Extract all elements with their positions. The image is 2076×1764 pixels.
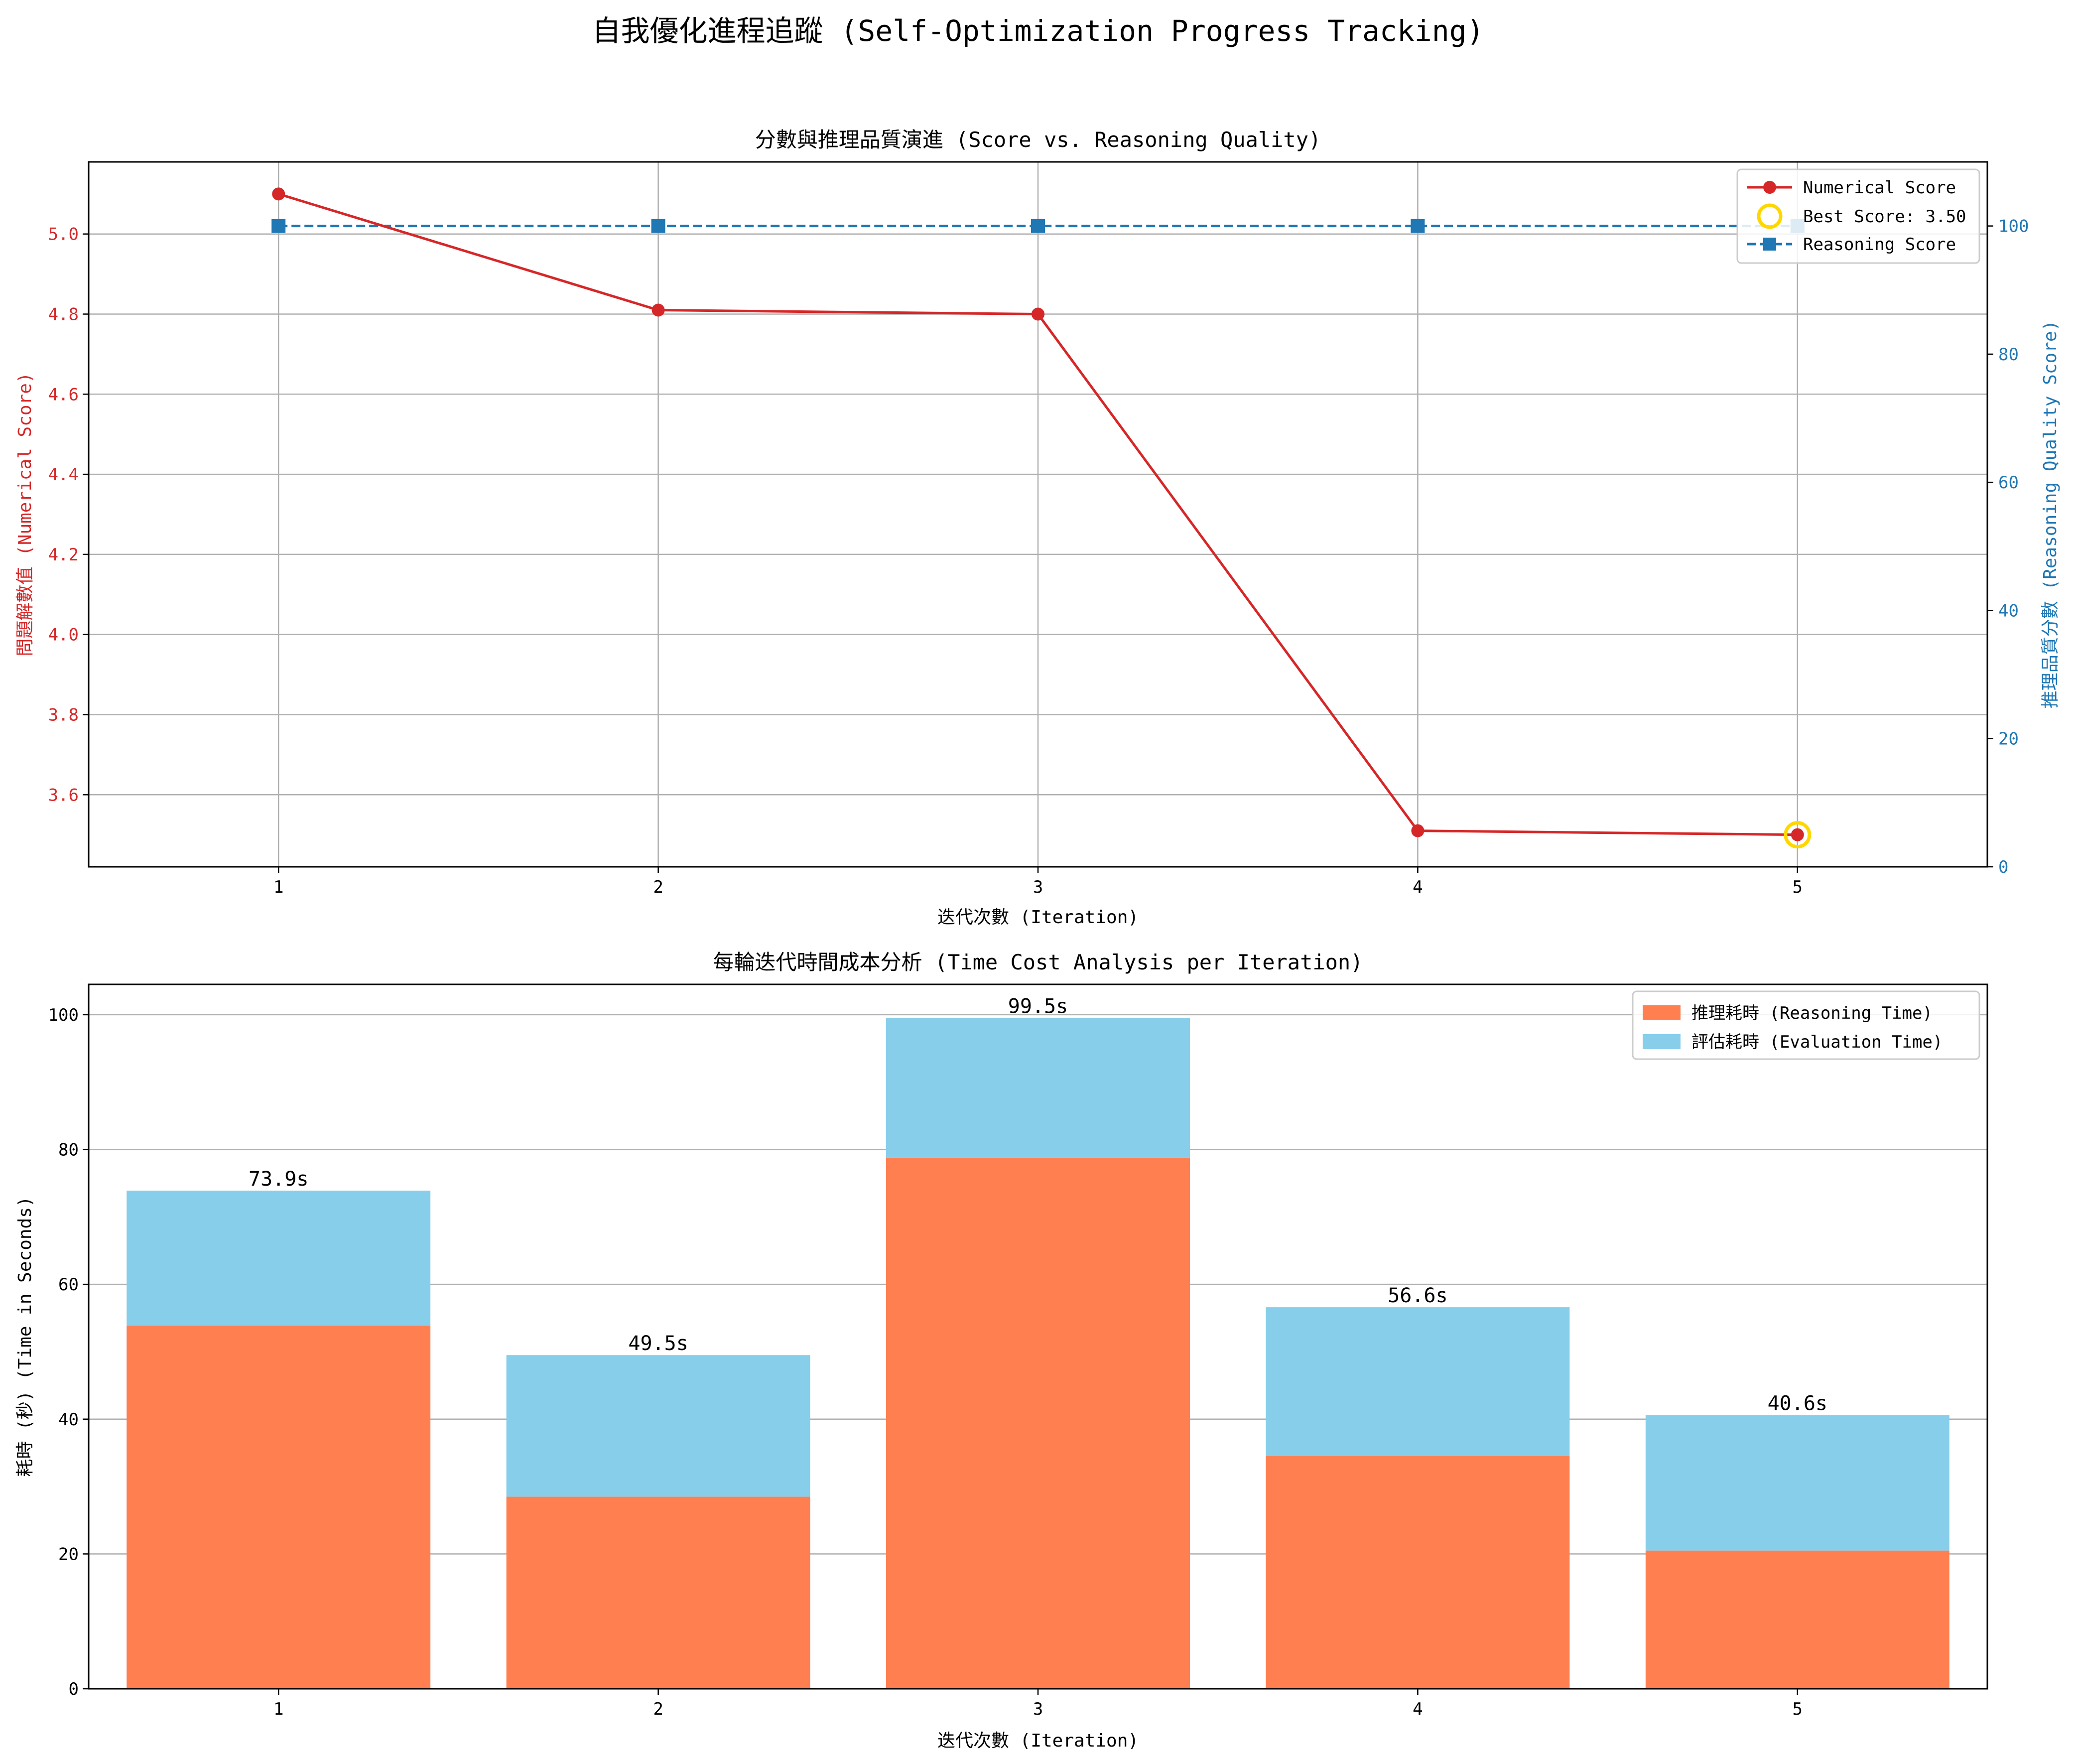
time-chart-xlabel: 迭代次數 (Iteration) <box>937 1731 1139 1751</box>
time-x-tick-label: 1 <box>273 1699 283 1719</box>
score-y-tick-label: 3.6 <box>48 785 79 805</box>
reasoning-time-bar <box>1645 1550 1949 1689</box>
time-chart-ylabel: 耗時 (秒) (Time in Seconds) <box>15 1196 35 1477</box>
time-y-tick-label: 80 <box>58 1140 79 1160</box>
legend-evaluation-time-label: 評估耗時 (Evaluation Time) <box>1691 1032 1943 1052</box>
reasoning-time-bar <box>506 1496 810 1689</box>
time-x-tick-label: 3 <box>1033 1699 1043 1719</box>
time-y-tick-label: 20 <box>58 1544 79 1564</box>
score-x-tick-label: 3 <box>1033 877 1043 897</box>
score-legend-box <box>1736 168 1980 264</box>
reasoning-y-tick-label: 80 <box>1998 345 2019 365</box>
time-x-tick-label: 4 <box>1413 1699 1423 1719</box>
score-chart-ylabel-left: 問題解數值 (Numerical Score) <box>15 372 35 656</box>
score-y-tick-label: 4.6 <box>48 385 79 405</box>
bar-total-label: 56.6s <box>1388 1284 1447 1307</box>
bar-total-label: 99.5s <box>1008 995 1068 1018</box>
legend-reasoning-time-swatch <box>1643 1005 1681 1020</box>
score-y-tick-label: 4.4 <box>48 465 79 485</box>
score-chart-legend: Numerical Score Best Score: 3.50 Reasoni… <box>1736 168 1980 264</box>
reasoning-y-tick-label: 40 <box>1998 601 2019 621</box>
reasoning-time-bar <box>1266 1455 1570 1689</box>
time-y-tick-label: 100 <box>48 1005 79 1025</box>
reasoning-score-marker <box>271 219 286 233</box>
evaluation-time-bar <box>886 1018 1190 1158</box>
numerical-score-marker <box>1032 307 1044 321</box>
legend-numerical-marker-icon <box>1763 181 1776 194</box>
time-chart-legend: 推理耗時 (Reasoning Time) 評估耗時 (Evaluation T… <box>1632 990 1980 1060</box>
numerical-score-marker <box>1791 828 1804 841</box>
evaluation-time-bar <box>127 1191 431 1326</box>
time-x-tick-label: 5 <box>1793 1699 1803 1719</box>
legend-numerical-label: Numerical Score <box>1803 178 1956 198</box>
reasoning-y-tick-label: 60 <box>1998 473 2019 493</box>
legend-best-label: Best Score: 3.50 <box>1803 207 1966 227</box>
reasoning-y-tick-label: 20 <box>1998 729 2019 749</box>
score-x-tick-label: 4 <box>1413 877 1423 897</box>
score-chart-frame <box>88 161 1988 868</box>
time-chart-title: 每輪迭代時間成本分析 (Time Cost Analysis per Itera… <box>713 950 1363 974</box>
score-chart-grid <box>89 162 1987 867</box>
legend-reasoning-marker-icon <box>1763 238 1776 251</box>
reasoning-y-tick-label: 0 <box>1998 857 2008 877</box>
score-y-tick-label: 4.0 <box>48 625 79 645</box>
numerical-score-marker <box>272 187 285 201</box>
reasoning-time-bar <box>886 1157 1190 1689</box>
reasoning-score-marker <box>651 219 665 233</box>
time-x-tick-label: 2 <box>653 1699 663 1719</box>
legend-reasoning-label: Reasoning Score <box>1803 235 1956 255</box>
score-chart-title: 分數與推理品質演進 (Score vs. Reasoning Quality) <box>755 128 1321 152</box>
reasoning-score-marker <box>1411 219 1425 233</box>
reasoning-time-bar <box>127 1325 431 1689</box>
score-chart-xlabel: 迭代次數 (Iteration) <box>937 907 1139 928</box>
time-cost-chart: 73.9s 49.5s 99.5s 56.6s 40.6s 0 20 40 60 80 100 1 2… <box>15 950 1988 1751</box>
score-y-tick-label: 3.8 <box>48 705 79 725</box>
bar-total-label: 49.5s <box>628 1332 688 1355</box>
legend-best-marker-icon <box>1757 203 1783 229</box>
bar-total-label: 40.6s <box>1768 1392 1827 1415</box>
evaluation-time-bar <box>1266 1307 1570 1456</box>
score-y-tick-label: 4.2 <box>48 545 79 565</box>
reasoning-score-marker <box>1031 219 1045 233</box>
best-score-marker <box>1784 821 1812 849</box>
figure-suptitle: 自我優化進程追蹤 (Self-Optimization Progress Tra… <box>592 14 1484 48</box>
score-y-tick-label: 4.8 <box>48 305 79 325</box>
score-chart-ylabel-right: 推理品質分數 (Reasoning Quality Score) <box>2040 320 2061 709</box>
time-y-tick-label: 0 <box>69 1679 79 1699</box>
score-x-tick-label: 5 <box>1793 877 1803 897</box>
bar-total-label: 73.9s <box>249 1168 308 1191</box>
time-y-tick-label: 40 <box>58 1410 79 1430</box>
reasoning-y-tick-label: 100 <box>1998 217 2029 237</box>
numerical-score-marker <box>1411 824 1425 837</box>
score-x-tick-label: 1 <box>273 877 283 897</box>
score-chart-series <box>271 187 1812 849</box>
score-y-tick-label: 5.0 <box>48 225 79 245</box>
evaluation-time-bar <box>506 1355 810 1497</box>
score-chart-ticks: 1 2 3 4 5 3.6 3.8 4.0 4.2 4.4 4.6 4.8 5.0 0 20 40 60 80 10… <box>48 217 2029 897</box>
numerical-score-marker <box>651 303 665 317</box>
time-chart-bars: 73.9s 49.5s 99.5s 56.6s 40.6s <box>127 995 1949 1689</box>
time-chart-frame <box>88 983 1988 1690</box>
time-y-tick-label: 60 <box>58 1275 79 1295</box>
score-x-tick-label: 2 <box>653 877 663 897</box>
legend-evaluation-time-swatch <box>1643 1034 1681 1049</box>
evaluation-time-bar <box>1645 1415 1949 1551</box>
legend-reasoning-time-label: 推理耗時 (Reasoning Time) <box>1691 1003 1933 1023</box>
score-chart: 1 2 3 4 5 3.6 3.8 4.0 4.2 4.4 4.6 4.8 5.0 0 20 40 60 80 10… <box>15 128 2061 928</box>
time-chart-ticks: 0 20 40 60 80 100 1 2 3 4 5 <box>48 1005 1803 1719</box>
time-legend-box <box>1632 990 1980 1060</box>
